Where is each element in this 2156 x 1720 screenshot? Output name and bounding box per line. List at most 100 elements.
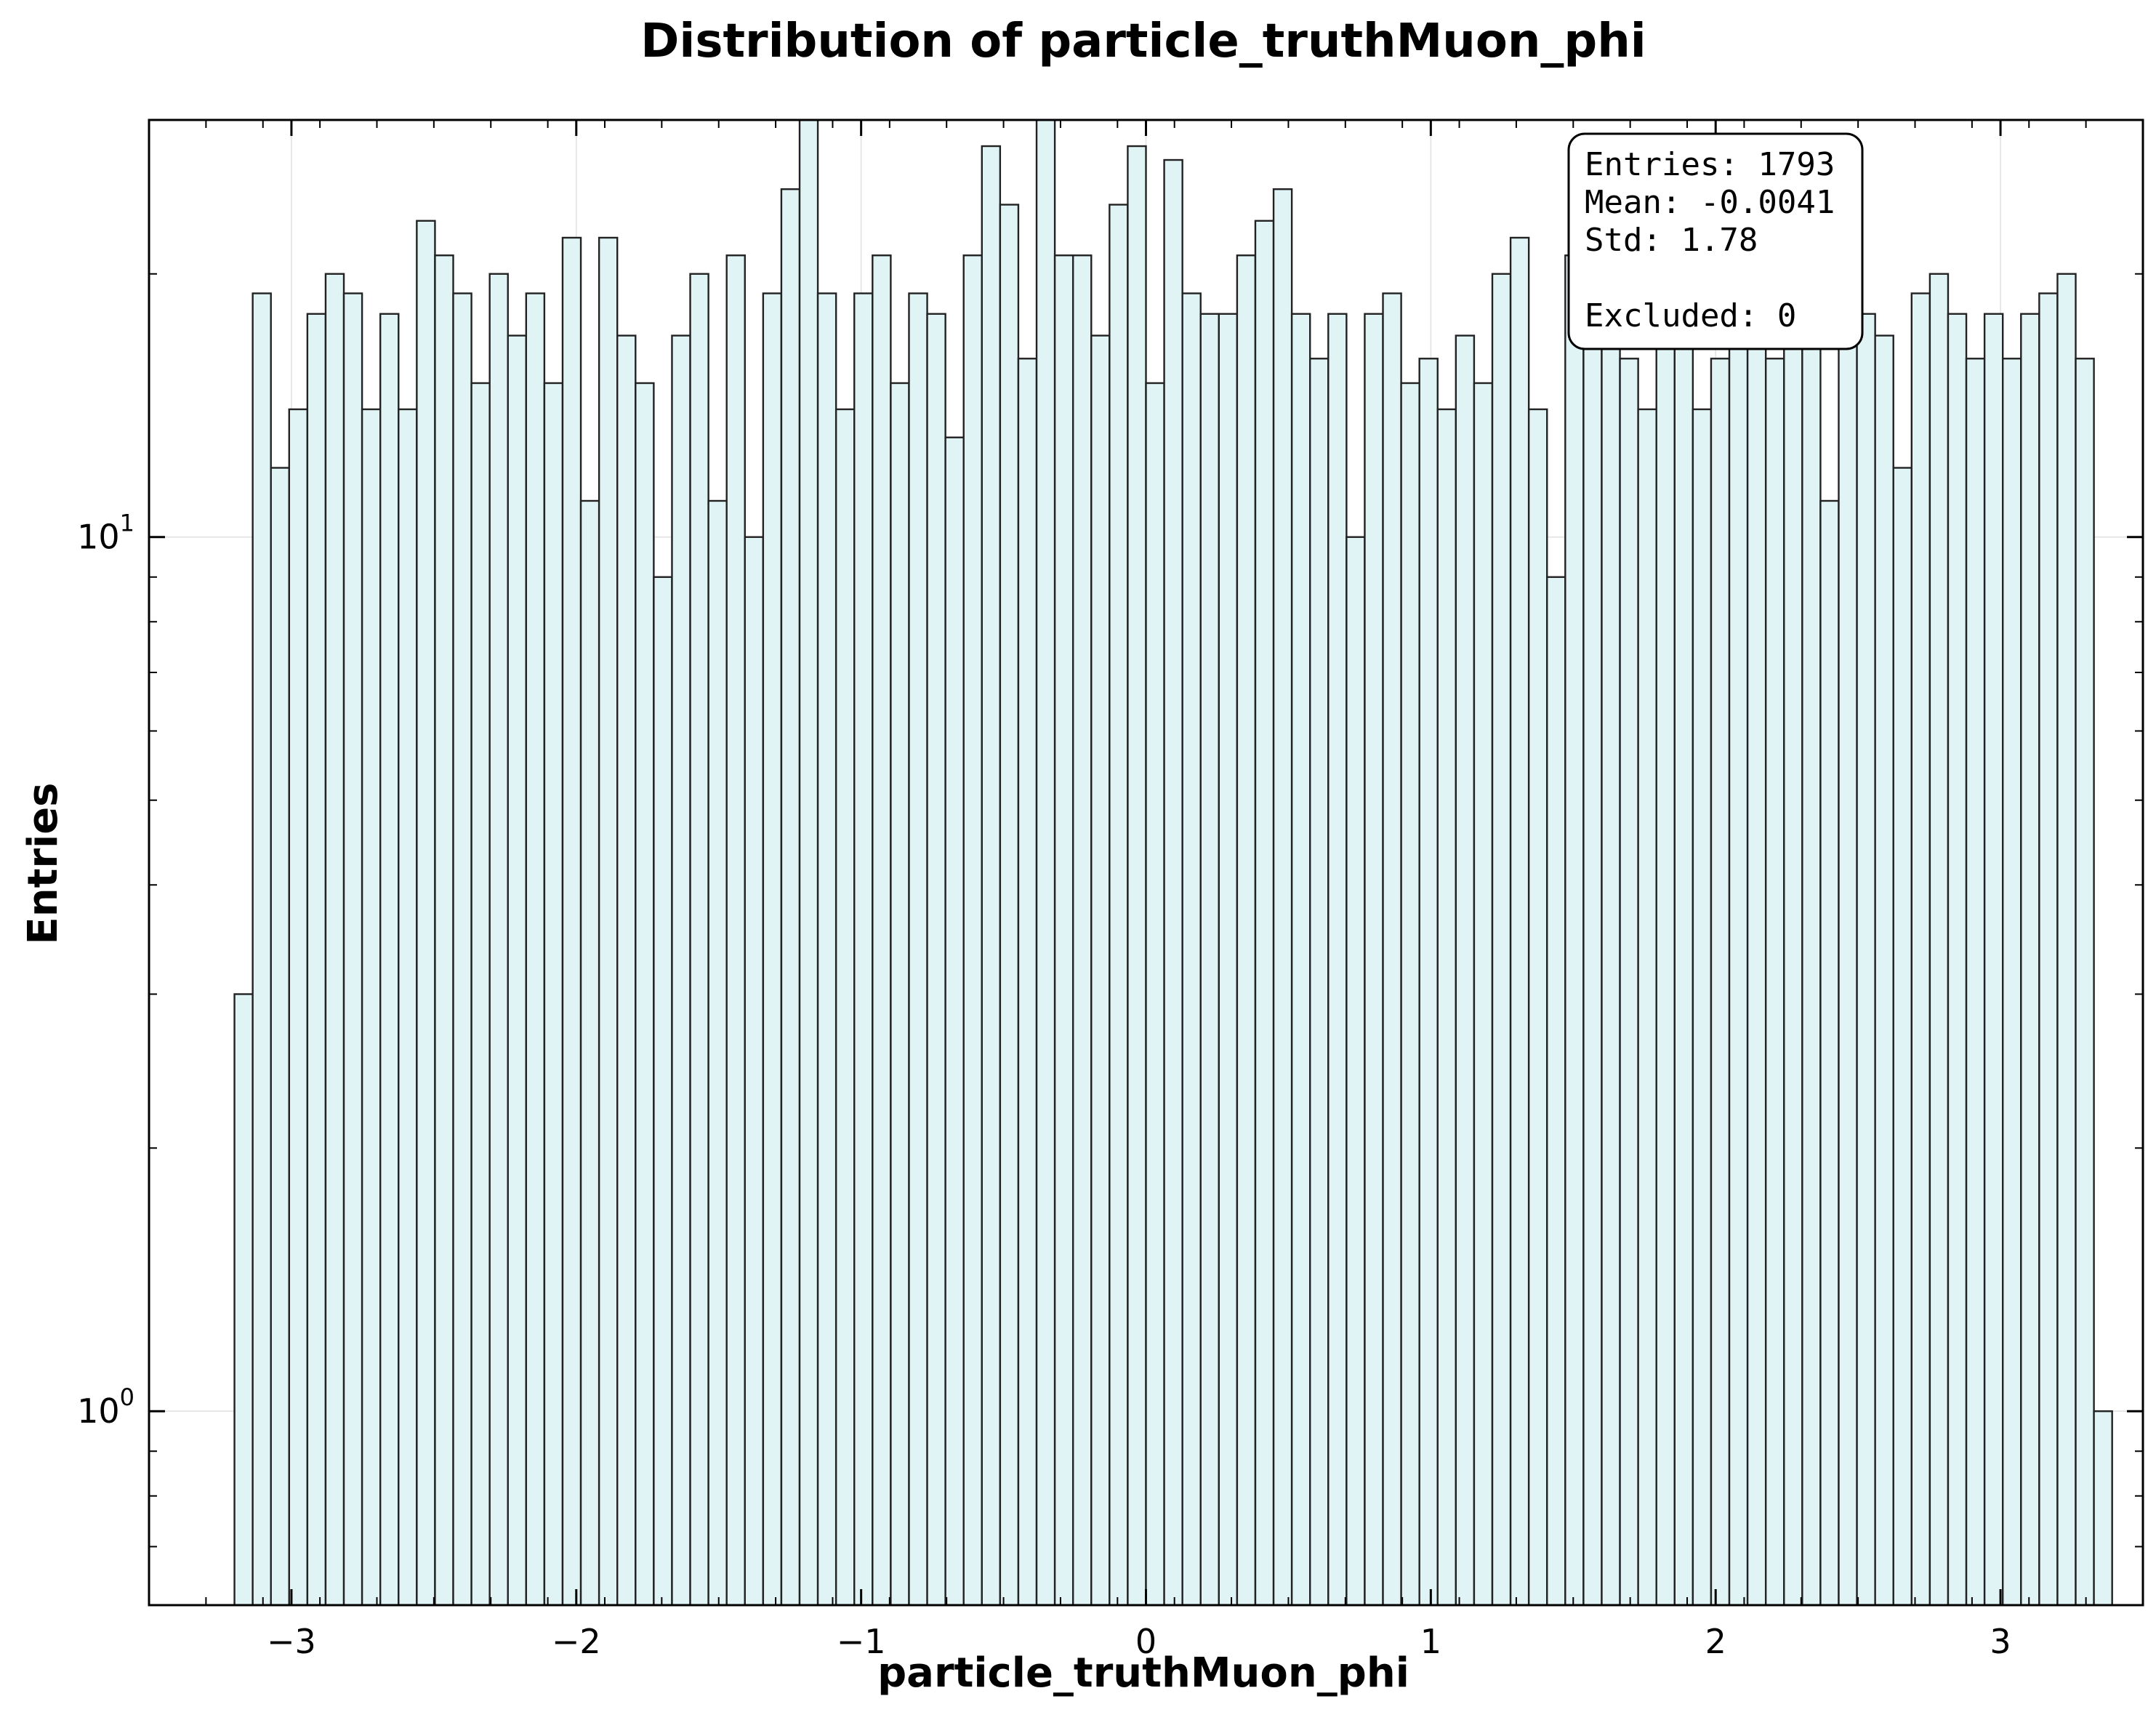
histogram-bar — [1928, 273, 1950, 1607]
histogram-bar — [762, 292, 783, 1607]
histogram-bar — [233, 993, 254, 1607]
histogram-bar — [342, 292, 363, 1607]
histogram-bar — [1254, 220, 1275, 1607]
histogram-bar — [288, 408, 309, 1607]
x-axis-label: particle_truthMuon_phi — [877, 1649, 1409, 1697]
histogram-bar — [379, 313, 400, 1607]
histogram-bar — [1090, 334, 1111, 1607]
histogram-bar — [1601, 313, 1621, 1607]
histogram-bar — [1455, 334, 1476, 1607]
histogram-bar — [1838, 236, 1858, 1607]
axes-layer: −3 −2 −1 0 1 2 3 100 101 — [77, 118, 2144, 1661]
histogram-bar — [507, 334, 528, 1607]
histogram-bar — [1509, 236, 1530, 1607]
histogram-bar — [908, 292, 928, 1607]
y-tick-label: 101 — [77, 510, 134, 557]
histogram-bar — [834, 408, 856, 1607]
histogram-bar — [1473, 382, 1494, 1607]
histogram-bar — [653, 576, 673, 1607]
histogram-bar — [1783, 292, 1803, 1607]
histogram-bar — [1491, 273, 1512, 1607]
y-axis-label: Entries — [20, 782, 67, 944]
histogram-bar — [1983, 313, 2004, 1607]
histogram-bar — [579, 499, 600, 1607]
histogram-bar — [2075, 358, 2095, 1607]
histogram-bar — [890, 382, 910, 1607]
histogram-bar — [452, 292, 472, 1607]
histogram-bar — [1053, 254, 1074, 1607]
histogram-bar — [434, 254, 454, 1607]
histogram-bar — [1692, 408, 1713, 1607]
histogram-bar — [1564, 254, 1585, 1607]
histogram-bar — [635, 382, 655, 1607]
histogram-bar — [616, 334, 637, 1607]
histogram-bar — [1346, 536, 1366, 1607]
histogram-bar — [1400, 382, 1420, 1607]
histogram-bar — [1327, 313, 1348, 1607]
x-tick-label: −2 — [552, 1622, 601, 1661]
histogram-bar — [2056, 273, 2077, 1607]
histogram-bar — [999, 204, 1020, 1607]
histogram-bar — [1109, 204, 1129, 1607]
histogram-bar — [1819, 499, 1840, 1607]
histogram-bar — [1436, 408, 1457, 1607]
x-tick-label: 2 — [1705, 1622, 1726, 1661]
histogram-bar — [981, 145, 1002, 1607]
histogram-bar — [853, 292, 874, 1607]
stats-line: Excluded: 0 — [1585, 297, 1796, 334]
histogram-bar — [1127, 145, 1147, 1607]
histogram-bar — [1418, 358, 1439, 1607]
histogram-bar — [598, 236, 619, 1607]
histogram-bar — [1236, 254, 1257, 1607]
histogram-bar — [707, 499, 728, 1607]
histogram-bar — [1637, 408, 1657, 1607]
histogram-bar — [1199, 313, 1220, 1607]
histogram-bar — [1364, 313, 1384, 1607]
histogram-bar — [872, 254, 892, 1607]
histogram-bar — [689, 273, 709, 1607]
histogram-bar — [1163, 158, 1183, 1607]
histogram-bar — [1272, 188, 1293, 1607]
histogram-bar — [306, 313, 327, 1607]
stats-box-frame — [1567, 132, 1864, 350]
histogram-bar — [1290, 313, 1311, 1607]
histogram-bar — [1546, 576, 1566, 1607]
histogram-bar — [1382, 292, 1402, 1607]
histogram-bar — [944, 436, 965, 1607]
histogram-bar — [671, 334, 691, 1607]
histogram-bar — [2093, 1410, 2113, 1607]
chart-title: Distribution of particle_truthMuon_phi — [640, 15, 1646, 68]
histogram-bar — [324, 273, 345, 1607]
histogram-bar — [1017, 358, 1038, 1607]
histogram-bar — [1728, 313, 1749, 1607]
histogram-bar — [2020, 313, 2040, 1607]
histogram-bar — [1145, 382, 1165, 1607]
histogram-bar — [725, 254, 746, 1607]
histogram-bar — [780, 188, 801, 1607]
histogram-bar — [1965, 358, 1986, 1607]
histogram-bar — [1181, 292, 1202, 1607]
histogram-bar — [2002, 358, 2022, 1607]
histogram-bar — [361, 408, 382, 1607]
histogram-bar — [1874, 334, 1894, 1607]
histogram-bar — [926, 313, 946, 1607]
histogram-bar — [1218, 313, 1239, 1607]
histogram-bar — [1673, 313, 1694, 1607]
histogram-bar — [1910, 292, 1931, 1607]
histogram-bar — [1527, 408, 1548, 1607]
histogram-bar — [270, 467, 290, 1607]
y-tick-label: 100 — [77, 1383, 134, 1431]
stats-line: Std: 1.78 — [1585, 222, 1758, 259]
histogram-bar — [1582, 273, 1603, 1607]
histogram-bar — [525, 292, 546, 1607]
x-tick-label: 1 — [1420, 1622, 1441, 1661]
histogram-bar — [1071, 254, 1093, 1607]
histogram-bar — [1764, 358, 1785, 1607]
histogram-bar — [962, 254, 983, 1607]
x-tick-label: −3 — [267, 1622, 316, 1661]
histogram-bar — [1655, 292, 1676, 1607]
histogram-bar — [488, 273, 509, 1607]
histogram-bar — [798, 118, 819, 1607]
histogram-bar — [1856, 313, 1876, 1607]
